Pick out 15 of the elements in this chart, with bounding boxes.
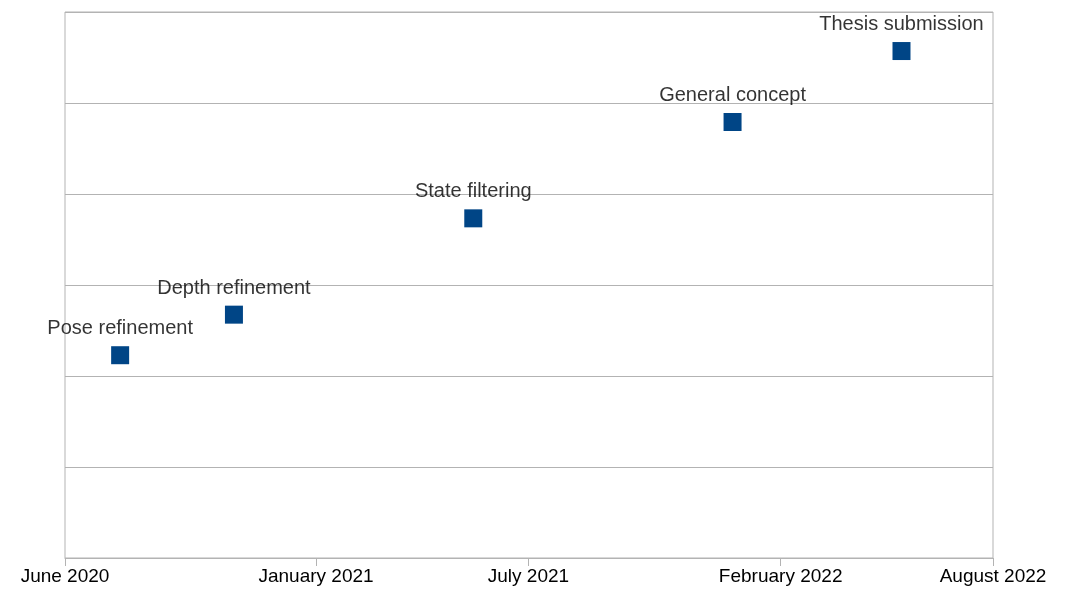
x-tick-label: June 2020: [20, 565, 110, 586]
point: [464, 209, 483, 228]
x-tick-label: January 2021: [258, 565, 374, 586]
annotation: Pose refinement: [47, 316, 194, 339]
point: [224, 305, 243, 324]
x-tick-label: February 2022: [718, 565, 843, 586]
annotation: Thesis submission: [819, 12, 984, 35]
x-tick-label: August 2022: [939, 565, 1047, 586]
annotation: General concept: [659, 83, 807, 106]
point: [723, 113, 742, 132]
point: [111, 346, 130, 365]
x-tick-label: July 2021: [487, 565, 570, 586]
annotation: State filtering: [414, 179, 532, 202]
annotation: Depth refinement: [157, 275, 312, 298]
point: [892, 42, 911, 61]
